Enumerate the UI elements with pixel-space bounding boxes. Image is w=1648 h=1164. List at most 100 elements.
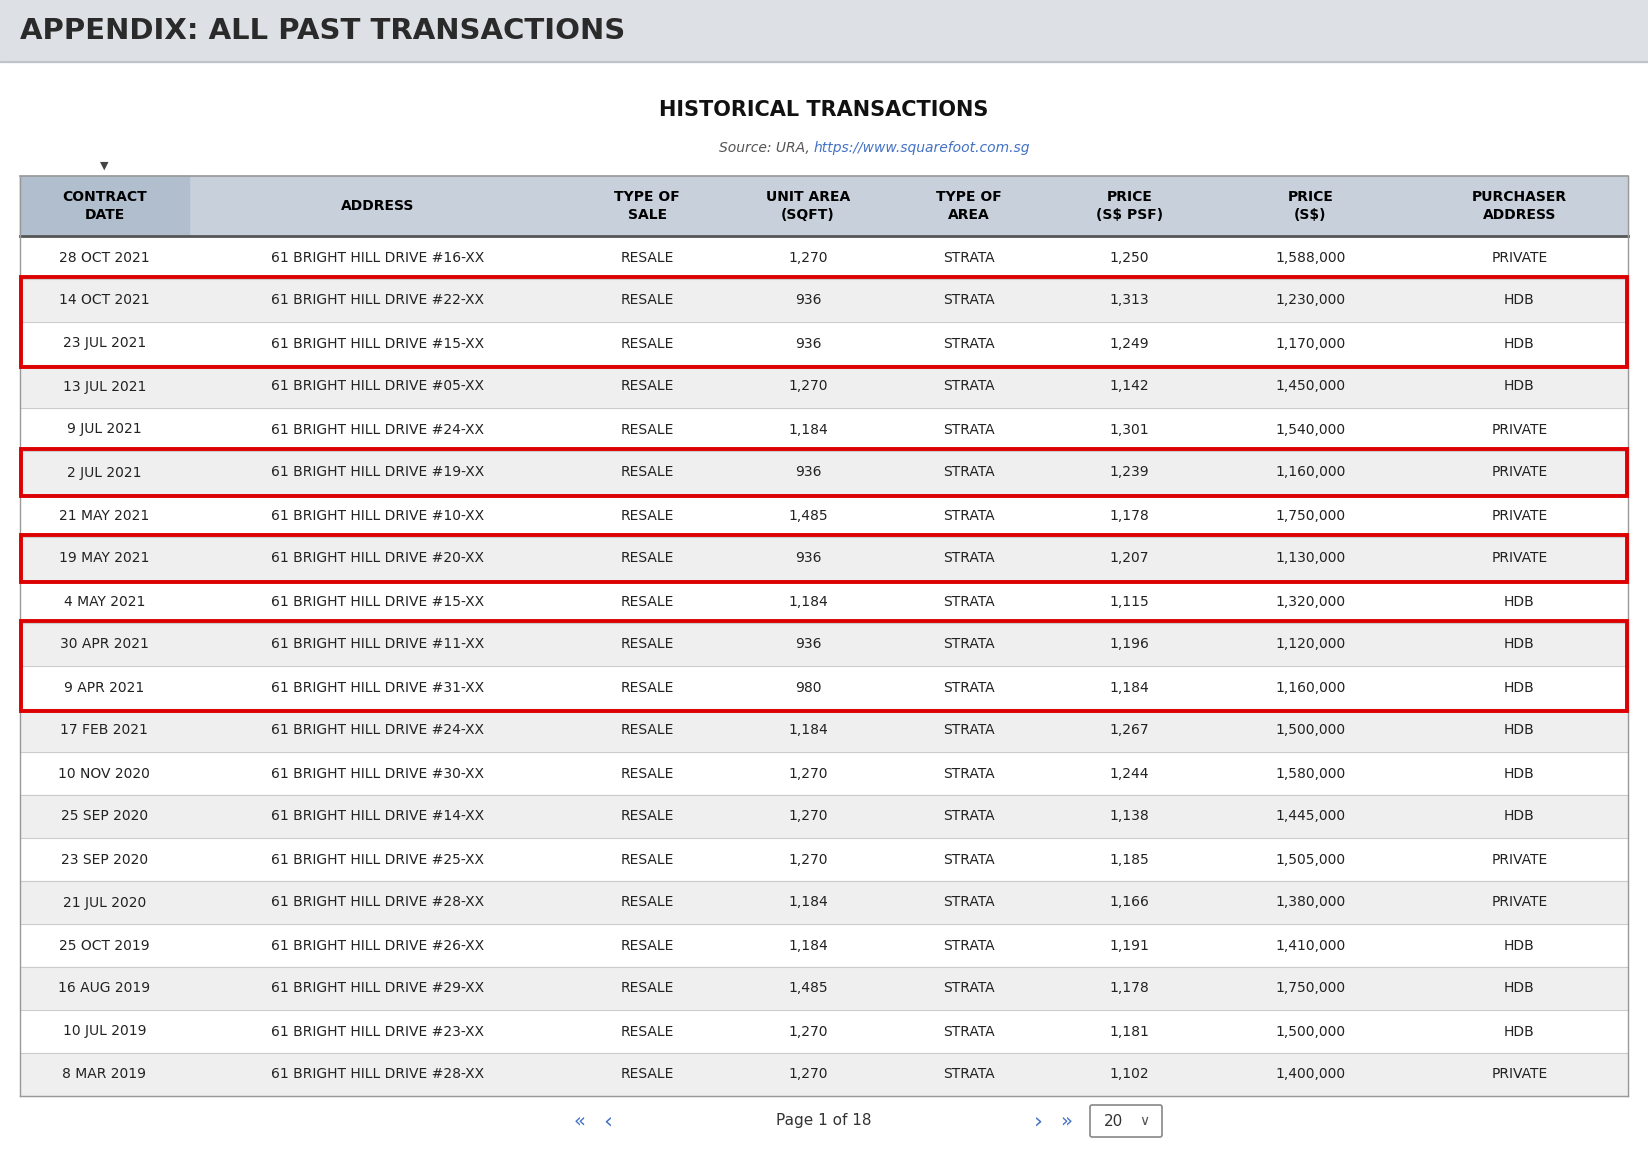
- Text: STRATA: STRATA: [943, 336, 994, 350]
- Text: 61 BRIGHT HILL DRIVE #31-XX: 61 BRIGHT HILL DRIVE #31-XX: [272, 681, 485, 695]
- Text: 936: 936: [794, 293, 821, 307]
- Text: RESALE: RESALE: [620, 1067, 674, 1081]
- Text: 1,185: 1,185: [1109, 852, 1149, 866]
- Text: 1,102: 1,102: [1109, 1067, 1149, 1081]
- Text: Page 1 of 18: Page 1 of 18: [776, 1114, 872, 1129]
- Text: 61 BRIGHT HILL DRIVE #28-XX: 61 BRIGHT HILL DRIVE #28-XX: [272, 895, 485, 909]
- Text: 1,244: 1,244: [1109, 767, 1149, 781]
- Text: 1,184: 1,184: [788, 595, 827, 609]
- Text: RESALE: RESALE: [620, 336, 674, 350]
- Bar: [20, 322, 1628, 365]
- Text: 1,500,000: 1,500,000: [1276, 1024, 1345, 1038]
- Text: 1,450,000: 1,450,000: [1276, 379, 1345, 393]
- Bar: [20, 279, 1628, 322]
- Text: 23 JUL 2021: 23 JUL 2021: [63, 336, 147, 350]
- Text: STRATA: STRATA: [943, 638, 994, 652]
- Text: ‹: ‹: [603, 1110, 613, 1131]
- Text: 1,184: 1,184: [788, 423, 827, 436]
- Text: 1,142: 1,142: [1109, 379, 1149, 393]
- Text: 61 BRIGHT HILL DRIVE #15-XX: 61 BRIGHT HILL DRIVE #15-XX: [272, 595, 485, 609]
- Bar: [20, 967, 1628, 1010]
- Text: 61 BRIGHT HILL DRIVE #25-XX: 61 BRIGHT HILL DRIVE #25-XX: [272, 852, 485, 866]
- Text: STRATA: STRATA: [943, 1024, 994, 1038]
- Text: PRIVATE: PRIVATE: [1491, 852, 1547, 866]
- Text: 2 JUL 2021: 2 JUL 2021: [68, 466, 142, 480]
- Text: 14 OCT 2021: 14 OCT 2021: [59, 293, 150, 307]
- Text: 1,184: 1,184: [788, 938, 827, 952]
- Text: 61 BRIGHT HILL DRIVE #23-XX: 61 BRIGHT HILL DRIVE #23-XX: [272, 1024, 485, 1038]
- Text: RESALE: RESALE: [620, 852, 674, 866]
- Text: 13 JUL 2021: 13 JUL 2021: [63, 379, 147, 393]
- Text: RESALE: RESALE: [620, 809, 674, 823]
- Text: RESALE: RESALE: [620, 938, 674, 952]
- Text: 8 MAR 2019: 8 MAR 2019: [63, 1067, 147, 1081]
- Text: 1,750,000: 1,750,000: [1276, 509, 1345, 523]
- Text: 61 BRIGHT HILL DRIVE #28-XX: 61 BRIGHT HILL DRIVE #28-XX: [272, 1067, 485, 1081]
- Text: STRATA: STRATA: [943, 1067, 994, 1081]
- Text: ADDRESS: ADDRESS: [341, 199, 414, 213]
- Text: 1,750,000: 1,750,000: [1276, 981, 1345, 995]
- Text: ▼: ▼: [101, 161, 109, 171]
- Text: STRATA: STRATA: [943, 938, 994, 952]
- Text: STRATA: STRATA: [943, 423, 994, 436]
- Text: RESALE: RESALE: [620, 466, 674, 480]
- Text: HDB: HDB: [1505, 595, 1534, 609]
- Bar: [20, 623, 1628, 666]
- Text: 936: 936: [794, 638, 821, 652]
- Text: 61 BRIGHT HILL DRIVE #16-XX: 61 BRIGHT HILL DRIVE #16-XX: [272, 250, 485, 264]
- Bar: [20, 580, 1628, 623]
- Text: 1,270: 1,270: [788, 852, 827, 866]
- Text: RESALE: RESALE: [620, 293, 674, 307]
- Bar: [20, 409, 1628, 450]
- Text: RESALE: RESALE: [620, 724, 674, 738]
- FancyBboxPatch shape: [1089, 1105, 1162, 1137]
- Text: HDB: HDB: [1505, 638, 1534, 652]
- Text: RESALE: RESALE: [620, 681, 674, 695]
- Text: HDB: HDB: [1505, 981, 1534, 995]
- Text: RESALE: RESALE: [620, 379, 674, 393]
- Text: 61 BRIGHT HILL DRIVE #26-XX: 61 BRIGHT HILL DRIVE #26-XX: [272, 938, 485, 952]
- Text: 1,267: 1,267: [1109, 724, 1149, 738]
- Text: 1,270: 1,270: [788, 767, 827, 781]
- Text: PRIVATE: PRIVATE: [1491, 509, 1547, 523]
- Text: 23 SEP 2020: 23 SEP 2020: [61, 852, 148, 866]
- Text: HDB: HDB: [1505, 681, 1534, 695]
- Text: ∨: ∨: [1139, 1114, 1149, 1128]
- Text: 1,270: 1,270: [788, 1024, 827, 1038]
- Text: 9 JUL 2021: 9 JUL 2021: [68, 423, 142, 436]
- Bar: [21, 535, 1627, 582]
- Text: PRIVATE: PRIVATE: [1491, 423, 1547, 436]
- Bar: [20, 1053, 1628, 1096]
- Text: RESALE: RESALE: [620, 1024, 674, 1038]
- Text: RESALE: RESALE: [620, 250, 674, 264]
- Text: 61 BRIGHT HILL DRIVE #20-XX: 61 BRIGHT HILL DRIVE #20-XX: [272, 552, 485, 566]
- Text: 1,270: 1,270: [788, 250, 827, 264]
- Text: HDB: HDB: [1505, 767, 1534, 781]
- Text: TYPE OF
AREA: TYPE OF AREA: [936, 191, 1002, 221]
- Text: 61 BRIGHT HILL DRIVE #24-XX: 61 BRIGHT HILL DRIVE #24-XX: [272, 423, 485, 436]
- Text: 1,184: 1,184: [788, 895, 827, 909]
- Bar: [20, 236, 1628, 279]
- Text: STRATA: STRATA: [943, 466, 994, 480]
- Text: 1,588,000: 1,588,000: [1276, 250, 1346, 264]
- Text: 1,505,000: 1,505,000: [1276, 852, 1345, 866]
- Bar: [20, 752, 1628, 795]
- Text: 1,239: 1,239: [1109, 466, 1149, 480]
- Text: HDB: HDB: [1505, 809, 1534, 823]
- Text: PRIVATE: PRIVATE: [1491, 466, 1547, 480]
- Text: STRATA: STRATA: [943, 379, 994, 393]
- Text: 25 SEP 2020: 25 SEP 2020: [61, 809, 148, 823]
- Text: 1,540,000: 1,540,000: [1276, 423, 1345, 436]
- Text: HDB: HDB: [1505, 336, 1534, 350]
- Text: STRATA: STRATA: [943, 681, 994, 695]
- Text: «: «: [574, 1112, 587, 1130]
- Bar: [20, 365, 1628, 409]
- Text: 25 OCT 2019: 25 OCT 2019: [59, 938, 150, 952]
- Text: 980: 980: [794, 681, 821, 695]
- Text: 1,120,000: 1,120,000: [1276, 638, 1345, 652]
- Text: 1,249: 1,249: [1109, 336, 1149, 350]
- Text: Source: URA,: Source: URA,: [719, 141, 814, 155]
- Text: 10 JUL 2019: 10 JUL 2019: [63, 1024, 147, 1038]
- Text: 1,130,000: 1,130,000: [1276, 552, 1345, 566]
- Text: 61 BRIGHT HILL DRIVE #10-XX: 61 BRIGHT HILL DRIVE #10-XX: [272, 509, 485, 523]
